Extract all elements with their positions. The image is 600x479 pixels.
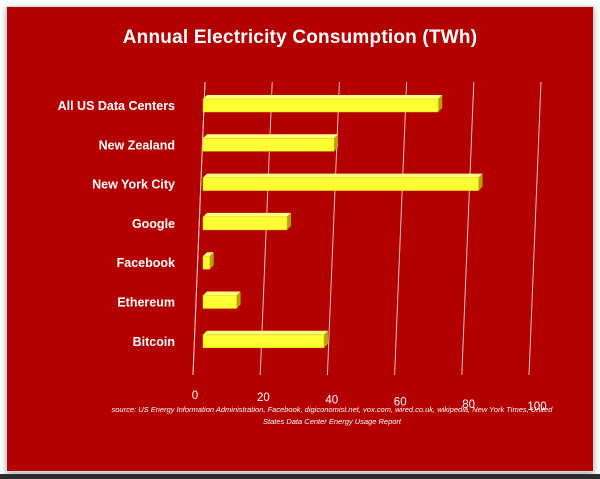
gridline (528, 81, 542, 376)
bar-top (203, 252, 214, 257)
category-label: Facebook (117, 256, 175, 270)
x-tick-label: 20 (257, 392, 270, 404)
bar (202, 255, 210, 270)
bottom-strip (0, 474, 600, 479)
axis-line (192, 81, 206, 376)
category-label: New Zealand (99, 138, 175, 152)
bar-side (334, 134, 339, 152)
bar-side (209, 252, 214, 270)
gridline (326, 81, 340, 376)
x-tick-label: 80 (462, 399, 475, 411)
bar-top (203, 95, 443, 99)
bar-side (287, 212, 291, 230)
bar-side (478, 173, 483, 191)
bar-top (203, 330, 328, 335)
x-tick-label: 100 (527, 401, 546, 413)
bar (202, 138, 335, 152)
category-label: New York City (92, 178, 175, 192)
chart-title: Annual Electricity Consumption (TWh) (122, 27, 478, 48)
bar-top (203, 173, 483, 178)
category-label: Google (132, 217, 175, 231)
bar-side (236, 291, 241, 309)
bar-side (323, 330, 328, 348)
bar (202, 334, 325, 349)
x-tick-label: 40 (325, 394, 338, 406)
gridline (461, 81, 475, 376)
bar (202, 177, 479, 191)
gridline (394, 81, 408, 376)
bar-top (203, 291, 241, 296)
bar-side (438, 95, 443, 112)
category-label: Bitcoin (133, 335, 175, 349)
x-tick-label: 60 (394, 397, 407, 409)
bar (202, 295, 237, 309)
category-label: Ethereum (117, 296, 175, 310)
chart-frame: Annual Electricity Consumption (TWh) All… (6, 6, 594, 472)
bar (202, 216, 288, 231)
bar (202, 98, 439, 113)
bar-top (203, 134, 339, 139)
bar-top (203, 212, 291, 217)
source-note: source: US Energy Information Administra… (111, 405, 553, 426)
category-label: All US Data Centers (58, 99, 175, 113)
bar-chart: All US Data Centers New Zealand New York C… (58, 81, 547, 413)
x-tick-label: 0 (192, 390, 198, 402)
